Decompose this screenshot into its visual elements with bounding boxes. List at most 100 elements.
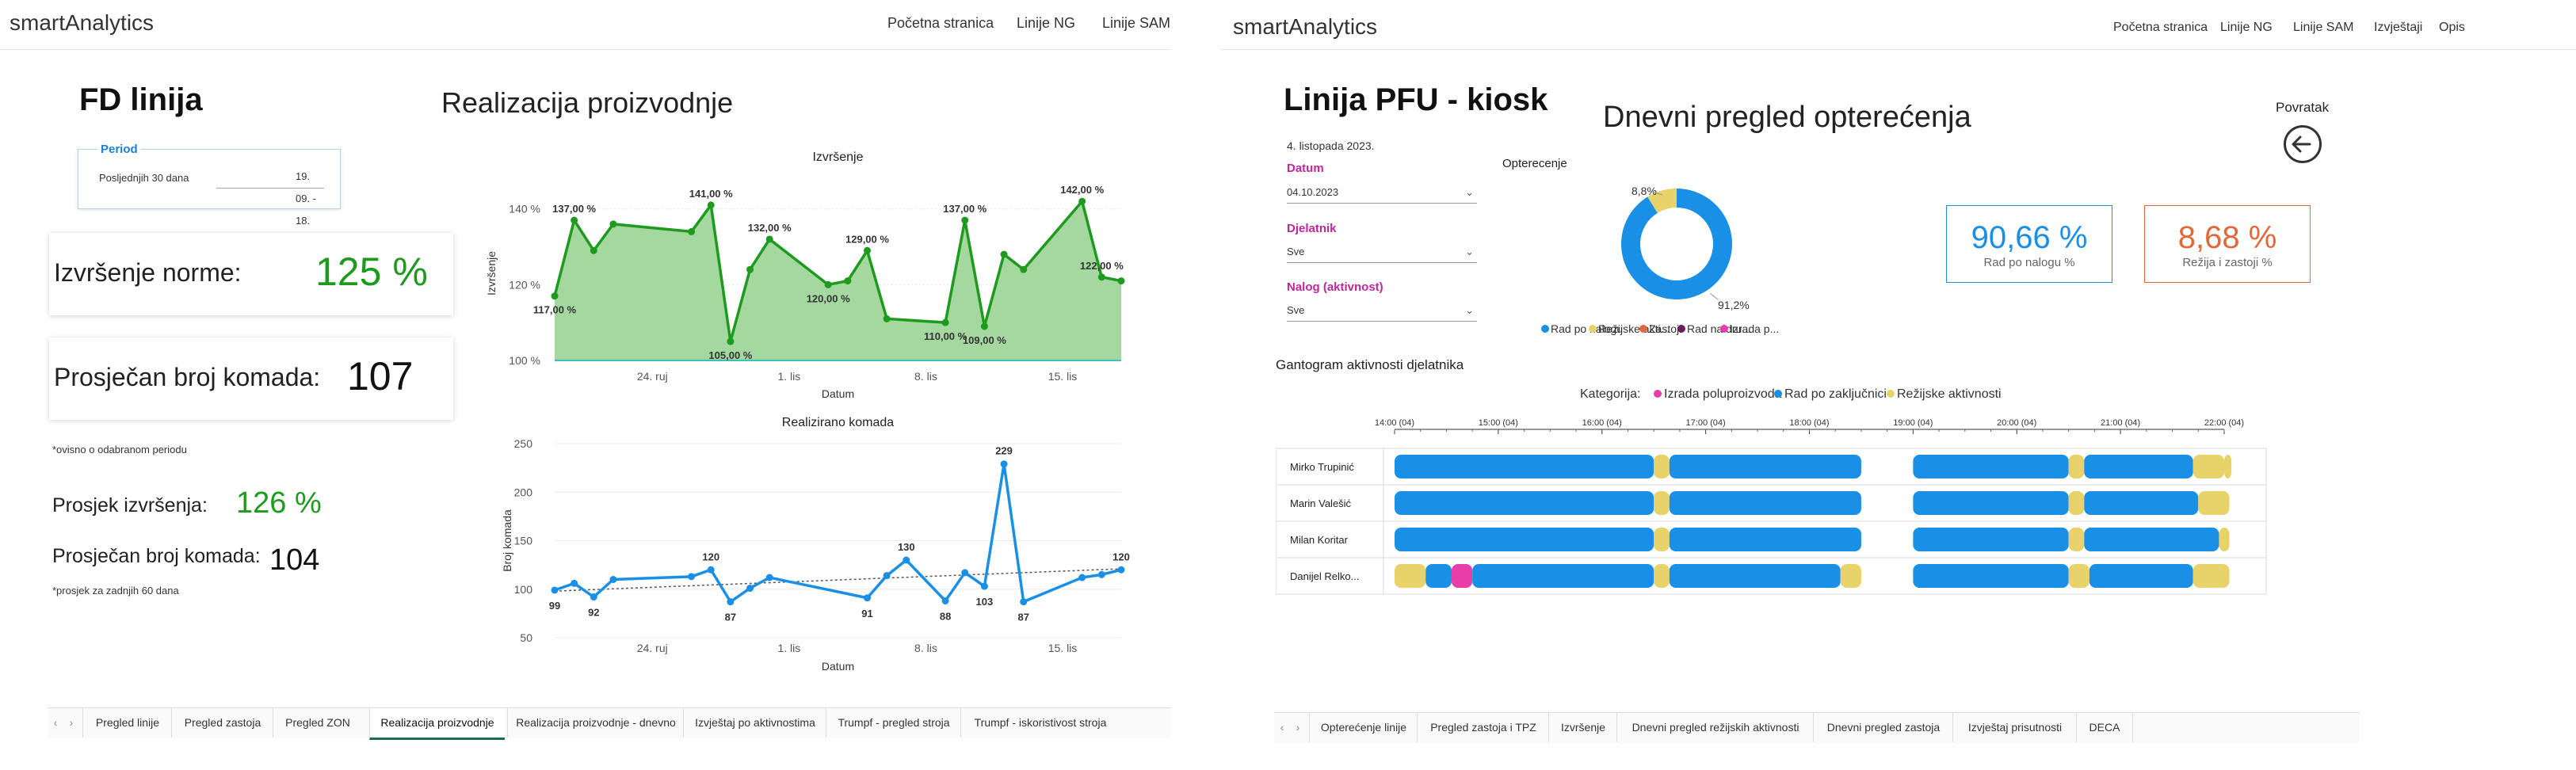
time-tick-label: 19:00 (04) (1893, 418, 1933, 428)
tab-realizacija-dnevno[interactable]: Realizacija proizvodnje - dnevno (507, 708, 684, 738)
y-tick-label: 100 (514, 583, 533, 596)
data-point (941, 318, 949, 326)
kpi-label: Prosječan broj komada: (54, 363, 321, 391)
data-label: 130 (898, 541, 915, 553)
tab-prev-icon[interactable]: ‹ (1280, 721, 1284, 734)
gantt-bar (2192, 455, 2224, 478)
time-tick-label: 17:00 (04) (1686, 418, 1726, 428)
tab-prev-icon[interactable]: ‹ (53, 716, 58, 729)
data-point (765, 235, 773, 243)
kpi-card-izvrsenje-norme: Izvršenje norme: 125 % (49, 233, 453, 315)
gantt-bar (1669, 528, 1861, 551)
nav-linije-ng[interactable]: Linije NG (2220, 21, 2273, 34)
filter-select-nalog[interactable]: Sve ⌄ (1287, 300, 1477, 322)
period-date-select[interactable]: 19. 09. - 18. 10. (216, 166, 324, 249)
tab-dnevni-zastoja[interactable]: Dnevni pregled zastoja (1813, 713, 1953, 742)
filter-select-djelatnik[interactable]: Sve ⌄ (1287, 242, 1477, 263)
time-tick-label: 21:00 (04) (2101, 418, 2140, 428)
legend-marker (1720, 325, 1728, 333)
data-point (1020, 598, 1028, 606)
gantt-bar (2068, 564, 2089, 588)
tab-izvjestaj-prisutnosti[interactable]: Izvještaj prisutnosti (1952, 713, 2077, 742)
legend-label: Rad na dru... (1687, 322, 1751, 335)
kpi-value: 125 % (315, 250, 428, 294)
gantt-bar (1395, 491, 1654, 515)
page-tabs: ‹ › Opterećenje linije Pregled zastoja i… (1274, 712, 2360, 743)
x-tick-label: 24. ruj (637, 642, 668, 654)
legend-marker (1887, 390, 1895, 398)
legend-label: Režijske akti... (1598, 322, 1670, 335)
filter-select-datum[interactable]: 04.10.2023 ⌄ (1287, 182, 1477, 204)
gantt-bar (1654, 455, 1670, 478)
page-title: Linija PFU - kiosk (1284, 82, 1548, 117)
gantt-bar (1654, 491, 1670, 515)
x-axis-label: Datum (822, 660, 854, 673)
data-point (1078, 197, 1086, 205)
nav-izvjestaji[interactable]: Izvještaji (2374, 21, 2423, 34)
x-tick-label: 1. lis (777, 370, 800, 383)
kpi-card-prosjecan-broj: Prosječan broj komada: 107 (49, 337, 453, 420)
data-label: 132,00 % (748, 222, 792, 234)
tab-realizacija-proizvodnje[interactable]: Realizacija proizvodnje (369, 708, 505, 740)
time-tick-label: 16:00 (04) (1582, 418, 1622, 428)
y-axis-label: Broj komada (501, 509, 513, 572)
period-filter[interactable]: Period Posljednjih 30 dana 19. 09. - 18.… (78, 143, 341, 249)
y-axis-label: Izvršenje (485, 251, 498, 295)
gantt-bar (1913, 564, 2069, 588)
tab-pregled-linije[interactable]: Pregled linije (82, 708, 172, 738)
filter-label-nalog: Nalog (aktivnost) (1287, 280, 1383, 294)
kpi-value-prosjecan-60: 104 (269, 543, 320, 577)
donut-label: 91,2% (1718, 299, 1750, 311)
gantt-bar (1913, 528, 2069, 551)
nav-linije-sam[interactable]: Linije SAM (1102, 15, 1171, 31)
kpi-rad-po-nalogu: 90,66 % Rad po nalogu % (1946, 205, 2112, 283)
tab-next-icon[interactable]: › (1296, 721, 1300, 734)
right-report-panel: smartAnalytics Početna stranica Linije N… (1220, 0, 2576, 770)
y-tick-label: 100 % (509, 354, 540, 367)
back-arrow-icon[interactable] (2284, 125, 2322, 163)
top-navbar: smartAnalytics Početna stranica Linije N… (1220, 0, 2576, 50)
data-point (609, 576, 617, 583)
chart-realizirano-komada: Realizirano komada 50 100 150 200 250 24. ruj 1… (501, 416, 1130, 673)
tab-izvrsenje[interactable]: Izvršenje (1548, 713, 1617, 742)
filter-value: Sve (1287, 304, 1305, 316)
tab-trumpf-pregled[interactable]: Trumpf - pregled stroja (826, 708, 961, 738)
data-label: 88 (940, 610, 951, 622)
data-point (863, 246, 871, 254)
data-point (883, 572, 891, 580)
kpi-value: 107 (347, 354, 414, 398)
gantt-bar (1425, 564, 1452, 588)
page-tabs: ‹ › Pregled linije Pregled zastoja Pregl… (48, 707, 1171, 740)
nav-pocetna[interactable]: Početna stranica (2113, 21, 2208, 34)
kpi-value: 8,68 % (2177, 220, 2277, 255)
chart-title: Izvršenje (812, 151, 863, 164)
chart-izvrsenje: Izvršenje 100 % 120 % 140 % 24. ruj 1. lis 8. … (485, 151, 1125, 400)
nav-linije-ng[interactable]: Linije NG (1017, 15, 1076, 31)
gantt-bar (2068, 528, 2085, 551)
nav-opis[interactable]: Opis (2439, 21, 2465, 34)
brand-logo[interactable]: smartAnalytics (1233, 14, 1378, 39)
data-point (1020, 265, 1028, 273)
data-label: 122,00 % (1080, 260, 1124, 272)
brand-logo[interactable]: smartAnalytics (10, 10, 155, 35)
kpi-label: Režija i zastoji % (2182, 256, 2273, 269)
data-point (765, 574, 773, 581)
tab-dnevni-rezijske[interactable]: Dnevni pregled režijskih aktivnosti (1616, 713, 1814, 742)
nav-linije-sam[interactable]: Linije SAM (2293, 21, 2354, 34)
tab-pregled-zastoja-tpz[interactable]: Pregled zastoja i TPZ (1417, 713, 1549, 742)
tab-pregled-zon[interactable]: Pregled ZON (273, 708, 362, 738)
tab-opterecenje-linije[interactable]: Opterećenje linije (1309, 713, 1418, 742)
tab-trumpf-iskoristivost[interactable]: Trumpf - iskoristivost stroja (960, 708, 1120, 738)
data-point (688, 227, 696, 235)
data-point (1117, 566, 1125, 574)
gantt-bar (2068, 455, 2085, 478)
tab-pregled-zastoja[interactable]: Pregled zastoja (171, 708, 273, 738)
tab-next-icon[interactable]: › (69, 716, 74, 729)
data-point (707, 201, 715, 209)
tab-izvjestaj-aktivnosti[interactable]: Izvještaj po aktivnostima (683, 708, 826, 738)
data-point (727, 337, 735, 345)
gantt-bar (2068, 491, 2085, 515)
time-tick-label: 18:00 (04) (1789, 418, 1829, 428)
nav-pocetna[interactable]: Početna stranica (887, 15, 994, 31)
tab-deca[interactable]: DECA (2076, 713, 2133, 742)
